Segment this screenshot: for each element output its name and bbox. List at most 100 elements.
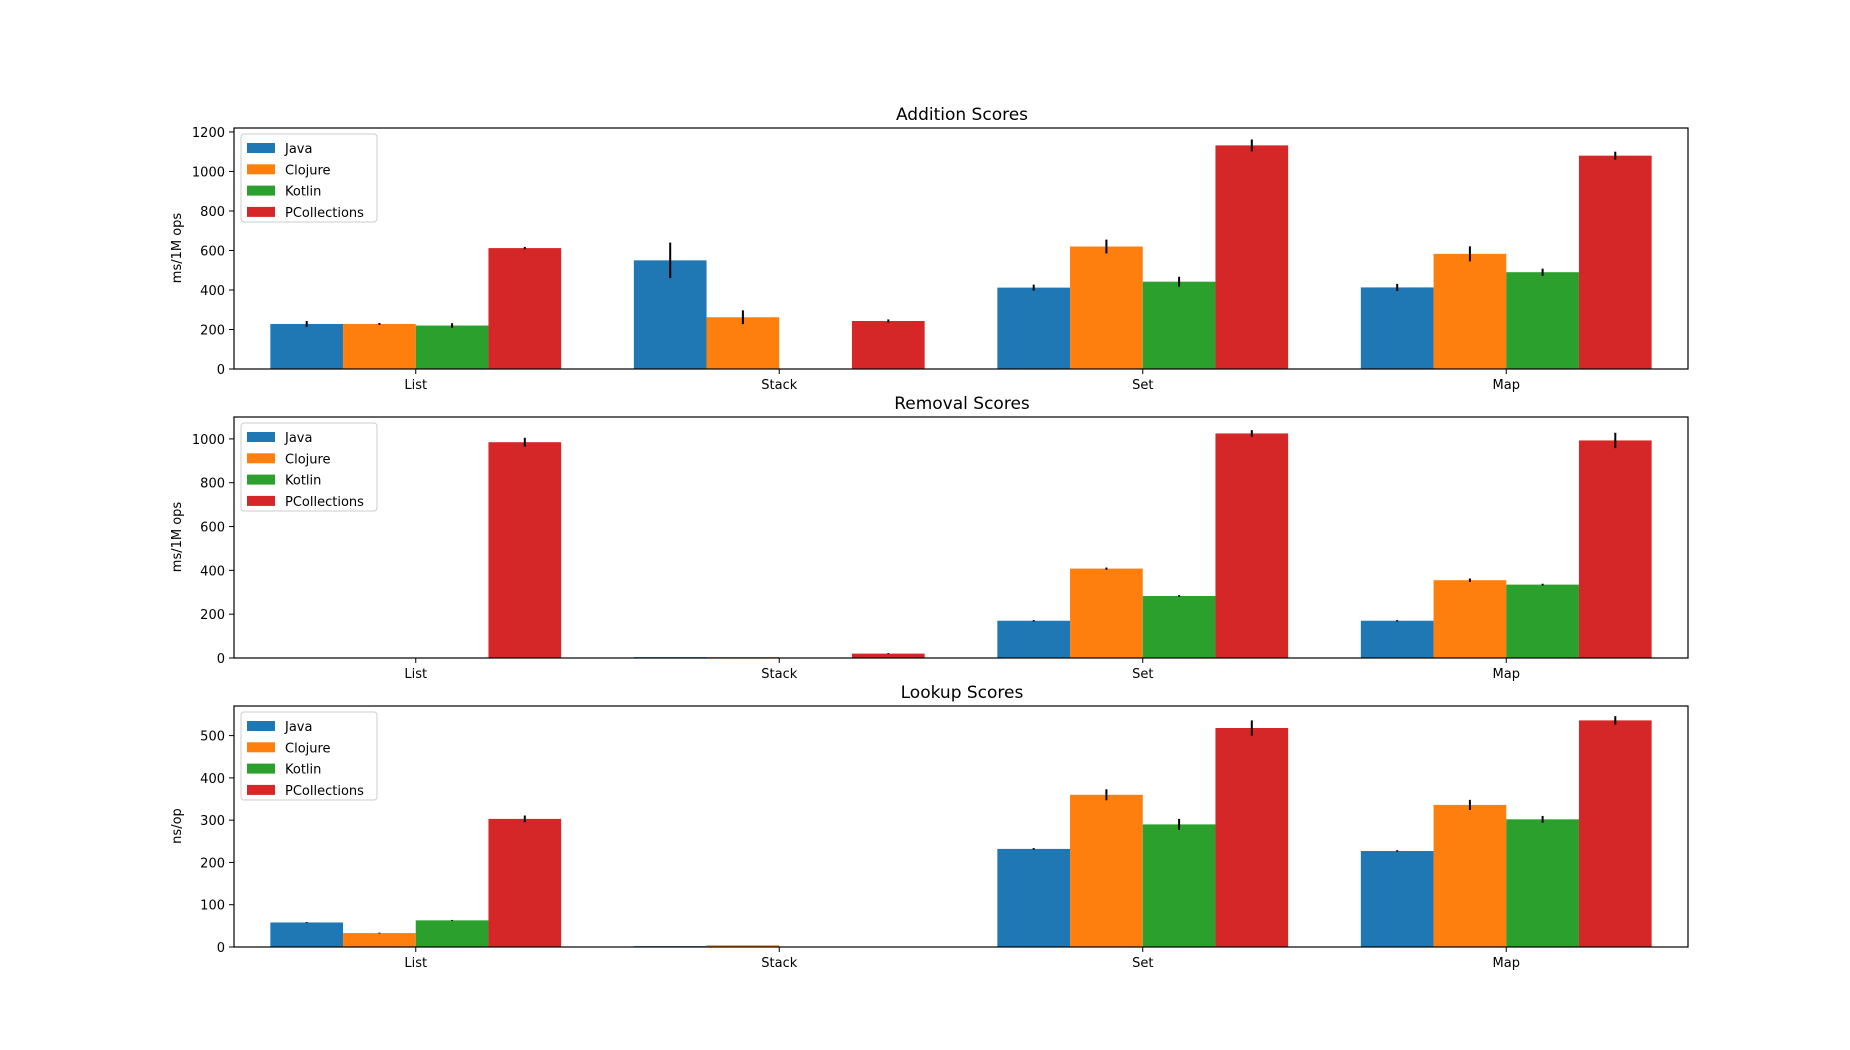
x-tick-label: List xyxy=(404,956,427,971)
legend-label: Java xyxy=(284,720,312,735)
axes-frame xyxy=(233,127,1689,370)
legend-label: Java xyxy=(284,431,312,446)
legend-label: Kotlin xyxy=(285,185,321,200)
y-tick-label: 1000 xyxy=(192,433,225,448)
bar-clojure-set xyxy=(1070,794,1143,947)
plot-area: 0 200 400 600 800 1000 List Stack Set Map Java Cloj… xyxy=(192,416,1689,682)
bar-kotlin-map xyxy=(1506,819,1579,947)
legend-swatch xyxy=(247,474,275,485)
x-tick-label: Map xyxy=(1493,956,1520,971)
x-tick-label: Set xyxy=(1132,956,1153,971)
y-tick-label: 200 xyxy=(200,856,225,871)
y-tick-label: 1000 xyxy=(192,165,225,180)
chart-title: Removal Scores xyxy=(894,394,1030,414)
legend-swatch xyxy=(247,763,275,774)
legend-swatch xyxy=(247,742,275,753)
y-axis-label: ms/1M ops xyxy=(170,502,185,573)
legend-box xyxy=(240,133,378,223)
y-tick-label: 600 xyxy=(200,521,225,536)
legend-swatch xyxy=(247,164,275,175)
bar-clojure-map xyxy=(1433,253,1507,369)
y-tick-label: 800 xyxy=(200,477,225,492)
legend-swatch xyxy=(247,143,275,153)
y-tick-label: 100 xyxy=(200,899,225,914)
bar-java-list xyxy=(270,922,344,947)
chart-title: Addition Scores xyxy=(896,105,1028,125)
bar-java-map xyxy=(1360,620,1434,658)
bar-kotlin-set xyxy=(1142,824,1216,947)
bar-pcollections-map xyxy=(1578,720,1652,947)
bar-java-list xyxy=(270,323,344,369)
legend: Java Clojure Kotlin PCollections xyxy=(240,711,378,801)
x-tick-label: Set xyxy=(1132,667,1153,682)
y-tick-label: 0 xyxy=(217,363,225,378)
legend-label: PCollections xyxy=(285,495,364,510)
y-tick-label: 0 xyxy=(217,652,225,667)
y-tick-label: 500 xyxy=(200,730,225,745)
bar-pcollections-map xyxy=(1578,440,1652,658)
legend-label: Java xyxy=(284,142,312,157)
plot-area: 0 200 400 600 800 1000 1200 List Stack Set Map Java… xyxy=(192,126,1689,393)
y-tick-label: 600 xyxy=(200,244,225,259)
legend-swatch xyxy=(247,206,275,217)
bar-java-map xyxy=(1360,851,1434,947)
legend-label: PCollections xyxy=(285,206,364,221)
bar-pcollections-set xyxy=(1215,433,1289,658)
legend-label: Kotlin xyxy=(285,763,321,778)
bar-clojure-list xyxy=(343,933,416,947)
bar-pcollections-list xyxy=(488,442,562,658)
bar-pcollections-map xyxy=(1578,155,1652,369)
y-tick-label: 1200 xyxy=(192,126,225,141)
y-tick-label: 300 xyxy=(200,814,225,829)
bar-kotlin-set xyxy=(1142,281,1216,369)
bar-java-map xyxy=(1360,287,1434,369)
y-tick-label: 400 xyxy=(200,564,225,579)
bar-clojure-map xyxy=(1433,804,1507,947)
bar-kotlin-list xyxy=(415,920,489,947)
chart-panel-removal: Removal Scores ms/1M ops 0 200 400 600 800 10… xyxy=(170,394,1689,682)
axes-frame xyxy=(233,416,1689,659)
bar-kotlin-map xyxy=(1506,584,1579,658)
bar-kotlin-set xyxy=(1142,596,1216,658)
bar-pcollections-stack xyxy=(851,653,925,658)
chart-panel-addition: Addition Scores ms/1M ops 0 200 400 600 800 1… xyxy=(170,105,1689,393)
legend-swatch xyxy=(247,721,275,731)
bar-pcollections-set xyxy=(1215,145,1289,369)
y-tick-label: 200 xyxy=(200,608,225,623)
y-tick-label: 0 xyxy=(217,941,225,956)
x-tick-label: Set xyxy=(1132,378,1153,393)
legend-swatch xyxy=(247,432,275,442)
bar-pcollections-set xyxy=(1215,727,1289,947)
legend: Java Clojure Kotlin PCollections xyxy=(240,422,378,512)
legend-label: Clojure xyxy=(285,741,331,756)
legend-label: Clojure xyxy=(285,452,331,467)
bar-clojure-set xyxy=(1070,568,1143,658)
y-tick-label: 200 xyxy=(200,323,225,338)
y-tick-label: 400 xyxy=(200,284,225,299)
x-tick-label: Stack xyxy=(761,378,797,393)
bar-clojure-list xyxy=(343,323,416,369)
x-tick-label: List xyxy=(404,667,427,682)
y-axis-label: ns/op xyxy=(170,808,185,844)
bar-kotlin-list xyxy=(415,325,489,369)
legend-label: Kotlin xyxy=(285,474,321,489)
y-tick-label: 400 xyxy=(200,772,225,787)
bar-clojure-stack xyxy=(706,317,780,369)
bar-java-set xyxy=(997,287,1071,369)
bar-clojure-set xyxy=(1070,246,1143,369)
legend-swatch xyxy=(247,185,275,196)
bar-pcollections-stack xyxy=(851,321,925,369)
legend: Java Clojure Kotlin PCollections xyxy=(240,133,378,223)
bar-java-set xyxy=(997,620,1071,658)
y-tick-label: 800 xyxy=(200,205,225,220)
legend-label: Clojure xyxy=(285,163,331,178)
x-tick-label: List xyxy=(404,378,427,393)
legend-swatch xyxy=(247,495,275,506)
x-tick-label: Stack xyxy=(761,956,797,971)
chart-panel-lookup: Lookup Scores ns/op 0 100 200 300 400 500 List… xyxy=(170,683,1689,971)
x-tick-label: Stack xyxy=(761,667,797,682)
legend-label: PCollections xyxy=(285,784,364,799)
x-tick-label: Map xyxy=(1493,667,1520,682)
bar-pcollections-list xyxy=(488,248,562,369)
